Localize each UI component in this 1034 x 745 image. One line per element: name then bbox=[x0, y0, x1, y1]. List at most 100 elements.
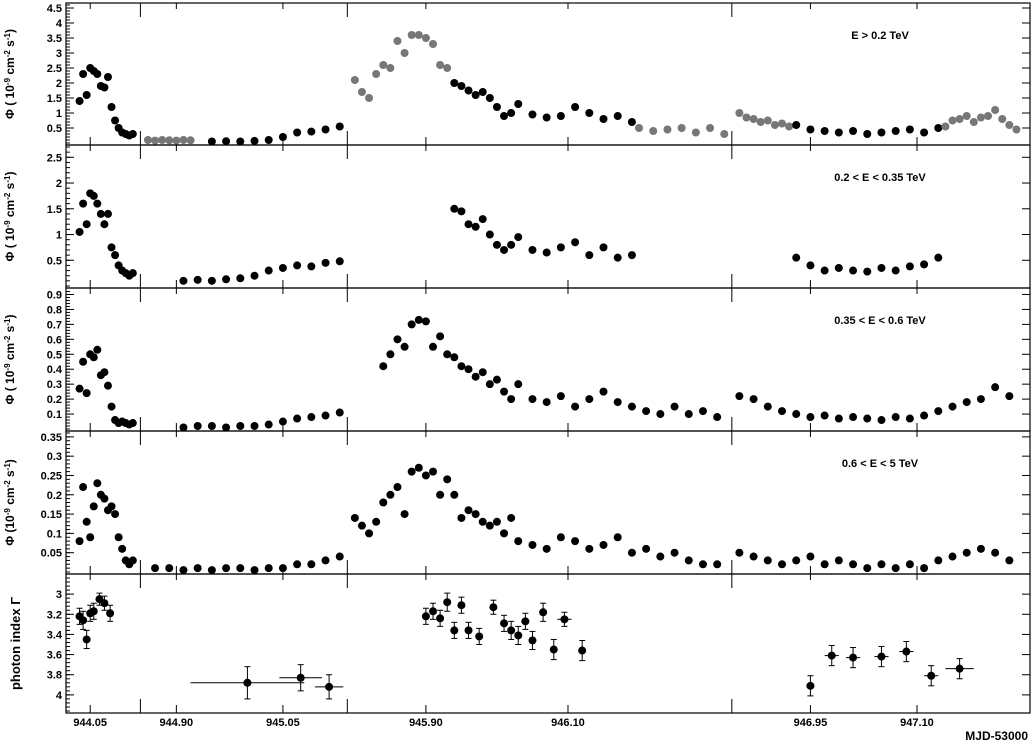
data-point bbox=[934, 407, 943, 416]
data-point bbox=[478, 88, 487, 96]
data-point bbox=[948, 552, 957, 561]
y-tick-label: 0.25 bbox=[41, 470, 62, 482]
data-point bbox=[75, 97, 84, 105]
y-tick-label: 1.5 bbox=[47, 93, 62, 105]
data-point bbox=[863, 130, 872, 138]
data-point bbox=[471, 372, 480, 381]
data-point bbox=[372, 517, 381, 526]
data-point bbox=[934, 124, 943, 132]
data-point bbox=[450, 626, 459, 635]
data-point bbox=[407, 467, 416, 476]
data-point bbox=[556, 243, 565, 252]
data-point bbox=[877, 263, 886, 272]
data-point bbox=[128, 269, 137, 278]
data-point bbox=[443, 598, 452, 607]
data-point bbox=[222, 275, 231, 284]
y-tick-label: 2 bbox=[56, 178, 62, 190]
data-point bbox=[236, 564, 245, 573]
data-point bbox=[222, 564, 231, 573]
y-tick-label: 0.5 bbox=[47, 255, 62, 267]
data-point bbox=[599, 387, 608, 396]
data-point bbox=[207, 137, 216, 146]
data-point bbox=[599, 540, 608, 549]
data-point bbox=[735, 392, 744, 401]
data-point bbox=[485, 521, 494, 530]
data-point bbox=[436, 614, 445, 623]
data-point bbox=[379, 61, 388, 69]
data-points bbox=[75, 189, 943, 285]
data-point bbox=[613, 112, 622, 120]
y-tick-label: 0.1 bbox=[47, 409, 62, 421]
y-tick-label: 1 bbox=[56, 230, 62, 242]
data-point bbox=[335, 257, 344, 266]
data-point bbox=[849, 560, 858, 569]
data-point bbox=[307, 413, 316, 422]
data-point bbox=[976, 113, 985, 122]
data-point bbox=[421, 317, 430, 326]
y-axis-label-part: -1 bbox=[3, 175, 12, 183]
data-point bbox=[991, 383, 1000, 392]
panels-group: 0.511.522.533.544.5Φ ( 10-9 cm-2 s-1) E >… bbox=[3, 2, 1031, 729]
data-point bbox=[151, 564, 160, 573]
data-point bbox=[877, 560, 886, 569]
data-point bbox=[250, 422, 259, 431]
data-point bbox=[792, 253, 801, 262]
data-point bbox=[429, 342, 438, 351]
y-axis-label: Φ ( 10-9 cm-2 s-1) bbox=[3, 172, 18, 262]
data-point bbox=[756, 118, 765, 126]
data-point bbox=[89, 191, 98, 200]
data-point bbox=[207, 276, 216, 285]
x-axis-label: MJD-53000 bbox=[965, 729, 1028, 743]
data-point bbox=[778, 407, 787, 416]
data-point bbox=[179, 423, 188, 432]
data-point bbox=[443, 350, 452, 359]
data-point bbox=[93, 479, 102, 488]
data-point bbox=[111, 116, 120, 125]
data-point bbox=[1012, 125, 1021, 134]
data-point bbox=[778, 119, 787, 128]
data-point bbox=[578, 646, 587, 655]
data-point bbox=[400, 49, 409, 57]
data-point bbox=[514, 100, 523, 108]
data-point bbox=[905, 560, 914, 569]
data-point bbox=[556, 392, 565, 401]
data-point bbox=[763, 402, 772, 411]
data-point bbox=[735, 109, 744, 117]
data-point bbox=[656, 552, 665, 561]
data-point bbox=[749, 552, 758, 561]
data-point bbox=[307, 262, 316, 271]
data-point bbox=[193, 564, 202, 573]
data-point bbox=[934, 556, 943, 565]
y-axis-label-part: s bbox=[3, 325, 17, 335]
y-axis-label-part: cm bbox=[3, 200, 17, 221]
data-point bbox=[464, 86, 473, 95]
data-point bbox=[507, 240, 516, 249]
data-point bbox=[642, 544, 651, 553]
data-point bbox=[542, 398, 551, 407]
data-point bbox=[414, 315, 423, 324]
data-point bbox=[79, 357, 88, 366]
data-point bbox=[834, 128, 843, 137]
data-point bbox=[905, 414, 914, 423]
data-point bbox=[307, 127, 316, 136]
data-point bbox=[103, 73, 112, 81]
y-axis-label: Φ ( 10-9 cm-2 s-1) bbox=[3, 315, 18, 405]
panel-frame bbox=[65, 573, 1031, 714]
data-point bbox=[350, 513, 359, 522]
data-point bbox=[514, 537, 523, 546]
data-point bbox=[542, 248, 551, 257]
data-point bbox=[500, 619, 509, 628]
data-point bbox=[806, 681, 815, 690]
data-point bbox=[514, 233, 523, 242]
data-point bbox=[96, 209, 105, 218]
data-point bbox=[89, 502, 98, 511]
data-point bbox=[100, 220, 109, 229]
y-axis-label: Φ (10-9 cm-2 s-1) bbox=[3, 459, 18, 546]
data-point bbox=[400, 342, 409, 351]
y-tick-label: 0.3 bbox=[47, 379, 62, 391]
y-tick-label: 1.5 bbox=[47, 204, 62, 216]
data-point bbox=[158, 136, 167, 144]
data-point bbox=[670, 548, 679, 557]
data-point bbox=[107, 243, 116, 252]
data-point bbox=[585, 251, 594, 260]
